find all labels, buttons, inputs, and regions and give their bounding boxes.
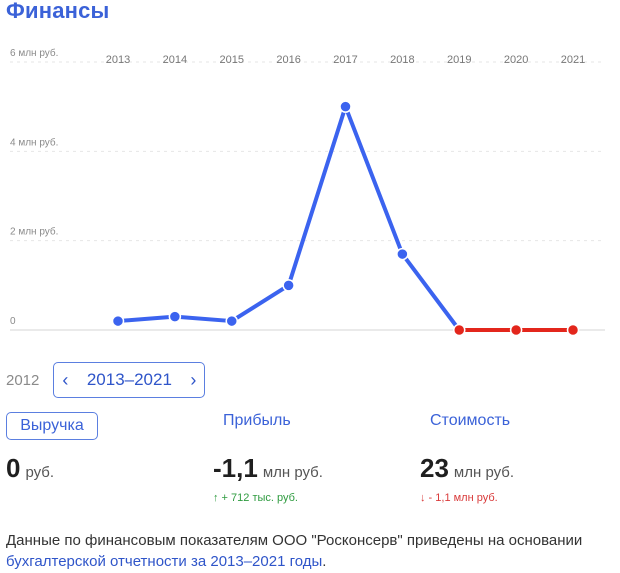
footnote-end: . <box>322 553 327 570</box>
chart-y-axis: 0 2 млн руб. 4 млн руб. 6 млн руб. <box>10 47 58 327</box>
data-point[interactable] <box>339 100 352 113</box>
tab-revenue[interactable]: Выручка <box>6 412 98 440</box>
x-tick-label: 2014 <box>163 54 187 66</box>
data-point[interactable] <box>566 323 580 337</box>
finance-line-chart: 0 2 млн руб. 4 млн руб. 6 млн руб. 2013 2014… <box>10 47 605 337</box>
series-segment <box>343 104 405 257</box>
series-segment <box>286 104 348 288</box>
series-segment <box>116 314 177 324</box>
y-tick-label: 4 млн руб. <box>10 136 58 148</box>
y-tick-label: 0 <box>10 316 16 327</box>
x-tick-label: 2013 <box>106 54 130 66</box>
period-range-label: 2013–2021 <box>86 370 172 389</box>
x-tick-label: 2017 <box>333 54 357 66</box>
data-point[interactable] <box>509 323 523 337</box>
data-point[interactable] <box>282 279 295 292</box>
profit-value: -1,1 млн руб. <box>213 453 323 484</box>
tab-value[interactable]: Стоимость <box>430 412 511 429</box>
data-point[interactable] <box>396 247 409 261</box>
period-range-control[interactable]: ‹ 2013–2021 › <box>53 362 206 398</box>
data-point[interactable] <box>453 323 466 337</box>
tab-profit[interactable]: Прибыль <box>223 412 291 429</box>
footnote: Данные по финансовым показателям ООО "Ро… <box>6 530 606 572</box>
x-tick-label: 2016 <box>276 54 300 66</box>
y-tick-label: 6 млн руб. <box>10 47 58 59</box>
chart-gridlines <box>10 61 605 331</box>
chart-series <box>116 104 575 332</box>
chevron-left-icon[interactable]: ‹ <box>62 370 69 390</box>
series-segment <box>400 252 462 332</box>
profit-delta: ↑ + 712 тыс. руб. <box>213 492 298 504</box>
chevron-right-icon[interactable]: › <box>190 370 197 390</box>
footnote-text: Данные по финансовым показателям ООО "Ро… <box>6 532 583 549</box>
x-tick-label: 2019 <box>447 54 471 66</box>
page-title: Финансы <box>6 0 110 23</box>
x-tick-label: 2021 <box>561 54 585 66</box>
series-segment <box>229 283 291 324</box>
revenue-unit: руб. <box>25 464 55 481</box>
data-point[interactable] <box>225 314 238 328</box>
data-point[interactable] <box>168 310 182 323</box>
value-value: 23 млн руб. <box>420 453 514 484</box>
period-selector: 2012 ‹ 2013–2021 › <box>6 361 206 399</box>
value-delta: ↓ - 1,1 млн руб. <box>420 492 498 504</box>
profit-unit: млн руб. <box>262 464 323 481</box>
y-tick-label: 2 млн руб. <box>10 226 58 238</box>
data-point[interactable] <box>111 314 125 328</box>
value-unit: млн руб. <box>453 464 515 481</box>
accounting-report-link[interactable]: бухгалтерской отчетности за 2013–2021 го… <box>6 553 323 570</box>
series-segment <box>172 314 234 324</box>
chart-points[interactable] <box>111 100 580 337</box>
revenue-value: 0 руб. <box>6 453 54 484</box>
revenue-amount: 0 <box>6 453 21 483</box>
x-tick-label: 2018 <box>390 54 414 66</box>
previous-year-link[interactable]: 2012 <box>6 371 40 389</box>
chart-x-axis: 2013 2014 2015 2016 2017 2018 2019 2020 2021 <box>106 54 585 66</box>
value-amount: 23 <box>420 453 449 483</box>
profit-amount: -1,1 <box>213 453 258 483</box>
x-tick-label: 2020 <box>504 54 528 66</box>
x-tick-label: 2015 <box>220 54 244 66</box>
